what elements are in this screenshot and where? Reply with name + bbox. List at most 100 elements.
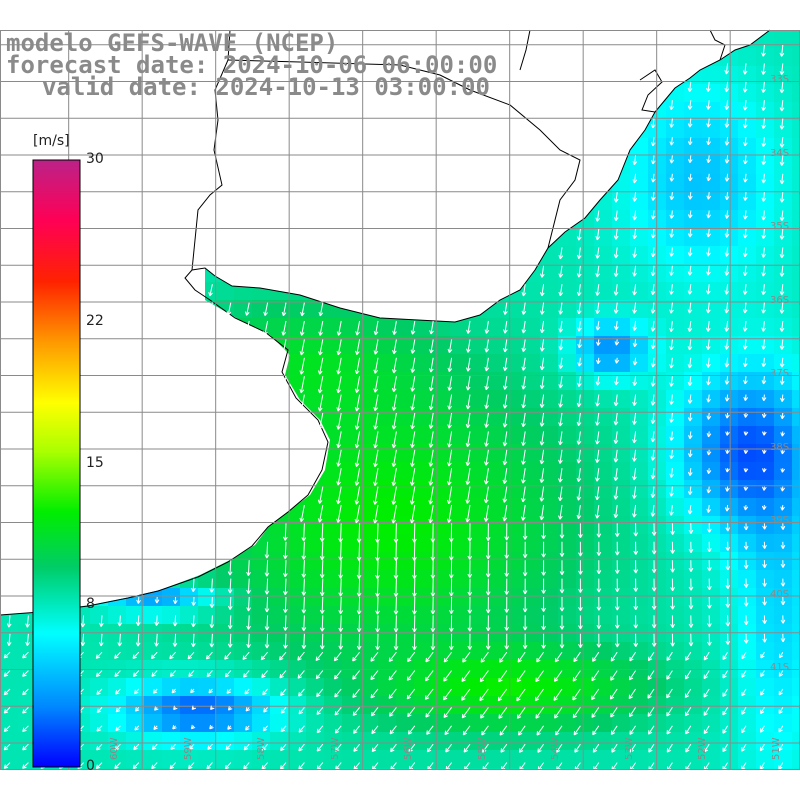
wind-arrow bbox=[80, 633, 86, 647]
wind-arrow bbox=[539, 431, 545, 446]
wind-arrow bbox=[279, 651, 287, 661]
wind-arrow bbox=[371, 743, 379, 753]
wind-arrow bbox=[262, 688, 268, 696]
latitude-label: 41S bbox=[770, 662, 790, 674]
wind-arrow bbox=[760, 688, 765, 696]
wind-arrow bbox=[706, 228, 711, 238]
wind-arrow bbox=[778, 688, 784, 696]
wind-arrow bbox=[244, 320, 250, 336]
wind-arrow bbox=[761, 247, 766, 258]
wind-arrow bbox=[335, 743, 342, 752]
wind-arrow bbox=[650, 118, 656, 129]
wind-arrow bbox=[742, 81, 748, 93]
wind-arrow bbox=[263, 302, 269, 316]
wind-arrow bbox=[319, 596, 325, 614]
wind-arrow bbox=[521, 357, 527, 371]
wind-arrow bbox=[334, 725, 342, 734]
wind-arrow bbox=[780, 633, 786, 643]
wind-arrow bbox=[356, 596, 362, 615]
wind-arrow bbox=[187, 651, 195, 660]
wind-arrow bbox=[539, 284, 545, 297]
wind-arrow bbox=[707, 633, 712, 646]
wind-arrow bbox=[407, 651, 416, 663]
wind-arrow bbox=[687, 302, 693, 314]
wind-arrow bbox=[650, 357, 656, 368]
wind-arrow bbox=[669, 339, 674, 351]
wind-arrow bbox=[412, 615, 417, 633]
wind-arrow bbox=[479, 670, 489, 683]
wind-arrow bbox=[391, 357, 397, 374]
wind-arrow bbox=[375, 633, 380, 650]
wind-arrow bbox=[539, 394, 545, 408]
wind-arrow bbox=[172, 633, 178, 647]
wind-arrow bbox=[610, 725, 618, 736]
wind-arrow bbox=[742, 100, 748, 111]
wind-arrow bbox=[703, 743, 710, 753]
wind-arrow bbox=[743, 633, 749, 644]
wind-arrow bbox=[684, 707, 692, 717]
wind-arrow bbox=[429, 339, 434, 354]
wind-arrow bbox=[591, 707, 600, 718]
wind-arrow bbox=[463, 743, 471, 753]
wind-arrow bbox=[706, 247, 711, 257]
wind-arrow bbox=[576, 486, 582, 501]
wind-arrow bbox=[540, 265, 545, 278]
wind-arrow bbox=[448, 523, 454, 543]
wind-arrow bbox=[558, 412, 563, 427]
wind-arrow bbox=[743, 560, 749, 569]
wind-arrow bbox=[521, 339, 527, 353]
wind-arrow bbox=[687, 100, 693, 110]
wind-arrow bbox=[610, 707, 618, 718]
longitude-label: 57W bbox=[329, 737, 341, 760]
wind-arrow bbox=[208, 302, 213, 316]
wind-arrow bbox=[743, 412, 749, 418]
wind-arrow bbox=[244, 302, 250, 316]
wind-arrow bbox=[224, 670, 232, 678]
wind-arrow bbox=[209, 724, 214, 730]
colorbar-tick-label: 15 bbox=[86, 454, 104, 471]
wind-arrow bbox=[539, 449, 545, 465]
wind-arrow bbox=[430, 578, 436, 597]
wind-arrow bbox=[135, 615, 141, 627]
wind-arrow bbox=[444, 725, 453, 736]
wind-arrow bbox=[628, 670, 637, 681]
wind-arrow bbox=[539, 302, 545, 315]
wind-arrow bbox=[778, 762, 784, 770]
wind-arrow bbox=[558, 357, 564, 369]
wind-arrow bbox=[298, 688, 305, 697]
wind-arrow bbox=[208, 688, 213, 694]
wind-arrow bbox=[245, 725, 250, 731]
wind-arrow bbox=[393, 615, 399, 633]
wind-arrow bbox=[669, 504, 674, 516]
wind-arrow bbox=[780, 394, 785, 402]
wind-arrow bbox=[500, 743, 508, 753]
longitude-label: 60W bbox=[109, 737, 121, 760]
wind-arrow bbox=[373, 412, 379, 430]
valid-date: valid date: 2024-10-13 03:00:00 bbox=[42, 73, 490, 101]
wind-arrow bbox=[780, 523, 786, 530]
wind-arrow bbox=[572, 688, 581, 701]
wind-arrow bbox=[485, 633, 491, 650]
wind-arrow bbox=[539, 504, 545, 521]
wind-arrow bbox=[559, 560, 565, 576]
wind-arrow bbox=[555, 743, 563, 753]
wind-arrow bbox=[650, 449, 656, 461]
wind-arrow bbox=[301, 578, 307, 596]
wind-arrow bbox=[99, 615, 104, 627]
wind-arrow bbox=[152, 688, 158, 694]
wind-arrow bbox=[724, 228, 730, 238]
wind-arrow bbox=[761, 63, 766, 75]
wind-arrow bbox=[483, 486, 489, 504]
wind-arrow bbox=[375, 560, 380, 580]
wind-arrow bbox=[595, 486, 600, 501]
wind-arrow bbox=[227, 615, 233, 630]
wind-arrow bbox=[743, 228, 748, 239]
wind-arrow bbox=[371, 725, 379, 735]
longitude-label: 56W bbox=[403, 737, 415, 760]
wind-arrow bbox=[670, 596, 675, 610]
wind-arrow bbox=[516, 707, 526, 719]
wind-arrow bbox=[447, 412, 453, 429]
wind-arrow bbox=[356, 560, 362, 579]
wind-arrow bbox=[317, 376, 324, 394]
wind-arrow bbox=[388, 688, 397, 699]
